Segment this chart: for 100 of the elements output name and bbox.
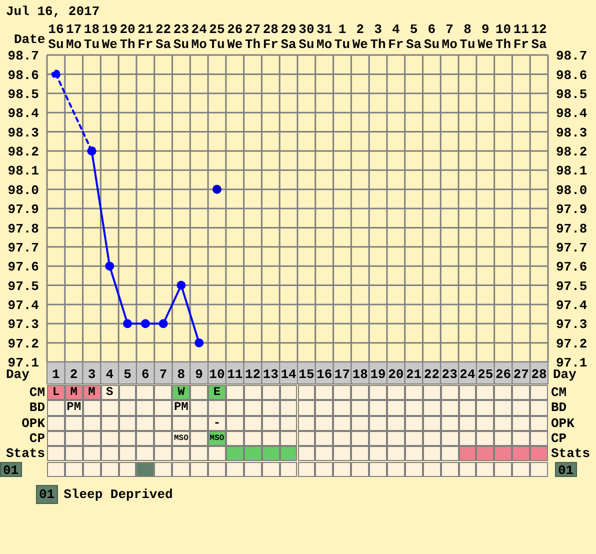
x2-tick-label: 1 Tu	[334, 22, 350, 52]
y2-tick-label: 97.5	[556, 278, 588, 294]
x2-tick-label: 21 Fr	[138, 22, 154, 52]
text: Sleep Deprived	[64, 486, 173, 502]
x2-tick-label: 4 Fr	[388, 22, 404, 52]
category-label: 01	[3, 462, 19, 478]
x2-tick-label: 2 We	[352, 22, 368, 52]
chart-title: Jul 16, 2017	[6, 4, 100, 19]
x2-tick-label: 17 Mo	[66, 22, 82, 52]
y-tick-label: 98.0	[8, 182, 40, 198]
category-label: CM	[551, 385, 567, 400]
y-tick-label: 98.3	[8, 125, 40, 140]
y-tick-label: 98.6	[8, 68, 40, 83]
y2-tick-label: 98.7	[556, 48, 588, 64]
category-label: Stats	[551, 446, 590, 462]
x2-tick-label: 6 Su	[424, 22, 440, 52]
table-cell: E	[208, 385, 226, 400]
table-cell: MSO	[172, 430, 190, 446]
table-cell: M	[64, 385, 83, 400]
x-tick-label: 9	[195, 367, 204, 382]
x2-tick-label: 31 Mo	[316, 22, 332, 52]
x-tick-label: 1	[52, 367, 60, 382]
y2-tick-label: 98.3	[556, 125, 588, 140]
table-cell: -	[208, 416, 226, 431]
y2-tick-label: 98.6	[556, 68, 588, 83]
y2-tick-label: 97.7	[556, 240, 588, 256]
x-tick-label: 24	[460, 367, 476, 382]
x-tick-label: 22	[424, 367, 440, 382]
x2-tick-label: 27 Th	[244, 22, 261, 52]
x-tick-label: 23	[442, 367, 458, 382]
table-cell: PM	[64, 400, 83, 416]
x-tick-label: 15	[298, 367, 314, 382]
x2-tick-label: 11 Fr	[513, 22, 530, 52]
x2-axis-title: Date	[14, 32, 46, 47]
y2-tick-label: 97.9	[556, 202, 588, 218]
x2-tick-label: 28 Fr	[262, 22, 279, 52]
table-cell: L	[47, 385, 65, 400]
x-tick-label: 14	[280, 367, 297, 382]
y-tick-label: 97.3	[8, 317, 40, 332]
x-tick-label: 26	[495, 367, 512, 382]
x-tick-label: 4	[106, 367, 114, 382]
category-label: CP	[551, 430, 567, 446]
y-tick-label: 97.6	[8, 260, 40, 275]
category-label: BD	[29, 400, 45, 416]
x-tick-label: 11	[227, 367, 243, 382]
x-tick-label: 5	[124, 367, 132, 382]
x-tick-label: 17	[334, 367, 350, 382]
y-tick-label: 98.7	[8, 48, 39, 64]
x-tick-label: 28	[531, 367, 548, 382]
x-tick-label: 18	[352, 367, 368, 382]
x-tick-label: 3	[88, 367, 96, 382]
y2-tick-label: 97.3	[556, 317, 588, 332]
category-label: CP	[29, 430, 45, 446]
x2-tick-label: 19 We	[102, 22, 118, 52]
category-label: OPK	[22, 416, 45, 431]
table-cell: S	[100, 385, 119, 400]
x-tick-label: 21	[406, 367, 422, 382]
x-tick-label: 16	[316, 367, 332, 382]
x2-tick-label: 9 We	[478, 22, 494, 52]
x-tick-label: 19	[370, 367, 386, 382]
y-tick-label: 98.4	[8, 106, 40, 122]
x2-tick-label: 8 Tu	[460, 22, 476, 52]
y-tick-label: 97.7	[8, 240, 39, 256]
y2-tick-label: 98.2	[556, 144, 588, 160]
x2-tick-label: 25 Tu	[209, 22, 225, 52]
y2-tick-label: 97.8	[556, 221, 588, 236]
x2-tick-label: 22 Sa	[156, 22, 172, 52]
category-label: 01	[558, 462, 574, 478]
x-tick-label: 27	[513, 367, 529, 382]
category-label: CM	[29, 385, 45, 400]
y-tick-label: 97.4	[8, 298, 40, 314]
category-label: Stats	[6, 446, 45, 462]
y-tick-label: 98.1	[8, 164, 40, 179]
x-tick-label: 25	[478, 367, 494, 382]
table-cell: M	[82, 385, 101, 400]
x-tick-label: 8	[177, 367, 186, 382]
category-label: OPK	[551, 416, 574, 431]
y-tick-label: 97.8	[8, 221, 40, 236]
x-tick-label: 13	[262, 367, 279, 382]
category-label: 01	[39, 487, 55, 502]
y2-tick-label: 98.0	[556, 182, 588, 198]
table-cell: W	[172, 385, 190, 400]
y2-tick-label: 97.4	[556, 298, 588, 314]
y-tick-label: 97.9	[8, 202, 40, 218]
x2-tick-label: 20 Th	[120, 22, 136, 52]
x-tick-label: 20	[388, 367, 404, 382]
x-tick-label: 7	[159, 367, 168, 382]
y-tick-label: 97.5	[8, 278, 40, 294]
table-cell: MSO	[208, 430, 226, 446]
x2-tick-label: 23 Su	[173, 22, 190, 52]
x2-tick-label: 16 Su	[48, 22, 64, 52]
x-tick-label: 6	[142, 367, 150, 382]
x2-tick-label: 18 Tu	[84, 22, 100, 52]
x2-tick-label: 5 Sa	[406, 22, 422, 52]
y2-tick-label: 97.6	[556, 260, 588, 275]
x-tick-label: 2	[70, 367, 78, 382]
x-tick-label: 10	[209, 367, 225, 382]
y2-tick-label: 98.4	[556, 106, 588, 122]
y2-tick-label: 97.2	[556, 336, 588, 352]
y2-tick-label: 98.5	[556, 86, 588, 102]
